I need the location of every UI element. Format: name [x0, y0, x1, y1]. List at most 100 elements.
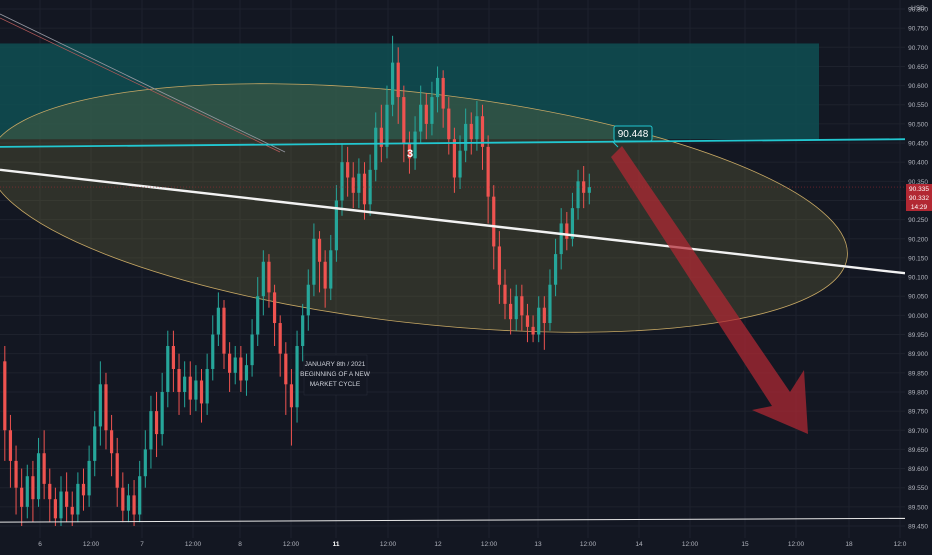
candle[interactable]	[469, 112, 473, 155]
candle[interactable]	[301, 303, 305, 362]
candle[interactable]	[171, 330, 176, 392]
candle[interactable]	[42, 430, 46, 500]
candle[interactable]	[228, 342, 232, 392]
candle[interactable]	[402, 85, 406, 163]
candle[interactable]	[272, 284, 277, 347]
candle[interactable]	[36, 437, 41, 507]
candle[interactable]	[334, 185, 338, 262]
candle[interactable]	[407, 131, 412, 174]
candle[interactable]	[109, 414, 114, 477]
candle[interactable]	[306, 269, 310, 331]
candle[interactable]	[222, 300, 226, 369]
candle[interactable]	[435, 66, 440, 113]
candle[interactable]	[70, 491, 74, 526]
candle[interactable]	[503, 269, 507, 320]
candle[interactable]	[374, 112, 378, 182]
candle[interactable]	[458, 135, 462, 189]
candle[interactable]	[25, 464, 29, 519]
candle[interactable]	[452, 127, 457, 193]
candle[interactable]	[216, 292, 220, 347]
candle[interactable]	[525, 303, 530, 343]
candle[interactable]	[126, 483, 131, 523]
candle[interactable]	[115, 437, 119, 507]
candle[interactable]	[576, 169, 580, 220]
candle[interactable]	[537, 296, 541, 343]
forecast-arrow[interactable]	[611, 146, 808, 434]
candle[interactable]	[295, 330, 299, 423]
candle[interactable]	[396, 47, 400, 124]
candle[interactable]	[188, 361, 192, 415]
candle[interactable]	[14, 445, 18, 515]
candle[interactable]	[205, 353, 209, 415]
candle[interactable]	[570, 192, 575, 247]
candle[interactable]	[447, 97, 451, 155]
candle[interactable]	[244, 353, 249, 396]
candle[interactable]	[199, 368, 204, 423]
candle[interactable]	[284, 342, 288, 415]
down-arrow-icon[interactable]	[611, 146, 808, 434]
candle[interactable]	[149, 395, 153, 469]
candle[interactable]	[278, 315, 282, 377]
candle[interactable]	[419, 85, 423, 144]
candle[interactable]	[424, 93, 428, 140]
candle[interactable]	[93, 411, 97, 477]
note-box[interactable]: JANUARY 8th / 2021 BEGINNING OF A NEW MA…	[300, 354, 371, 396]
candle[interactable]	[379, 104, 383, 163]
candle[interactable]	[267, 254, 271, 308]
candle[interactable]	[346, 146, 350, 197]
candle[interactable]	[59, 476, 63, 526]
candle[interactable]	[261, 250, 265, 316]
candle[interactable]	[194, 365, 198, 412]
candle[interactable]	[233, 346, 237, 385]
candle[interactable]	[160, 372, 164, 446]
long-trendline-2[interactable]	[0, 17, 281, 153]
candle[interactable]	[480, 104, 485, 170]
candle[interactable]	[289, 368, 294, 446]
candle[interactable]	[531, 315, 535, 343]
candle[interactable]	[312, 223, 316, 297]
candle[interactable]	[65, 472, 69, 523]
candle[interactable]	[8, 414, 13, 488]
candle[interactable]	[48, 468, 52, 523]
candle[interactable]	[250, 319, 254, 377]
candle[interactable]	[132, 480, 136, 526]
candle[interactable]	[154, 391, 159, 458]
candle[interactable]	[211, 315, 215, 381]
candle[interactable]	[351, 162, 355, 209]
candle[interactable]	[520, 284, 524, 331]
candle[interactable]	[121, 472, 125, 523]
candle[interactable]	[497, 231, 501, 304]
candle[interactable]	[138, 460, 142, 523]
bottom-trendline[interactable]	[0, 517, 906, 523]
candle[interactable]	[256, 277, 260, 347]
candle[interactable]	[542, 296, 546, 350]
candle[interactable]	[385, 85, 389, 159]
candle[interactable]	[509, 288, 513, 335]
horizontal-level-line[interactable]	[0, 138, 906, 148]
candle[interactable]	[553, 238, 558, 297]
candle[interactable]	[87, 445, 91, 507]
candle[interactable]	[239, 346, 243, 392]
candle[interactable]	[340, 143, 344, 216]
long-trendline-1[interactable]	[0, 13, 286, 153]
candle[interactable]	[76, 472, 80, 523]
candle[interactable]	[514, 284, 518, 331]
candle[interactable]	[362, 162, 367, 220]
candle[interactable]	[177, 353, 181, 415]
candle[interactable]	[582, 166, 586, 209]
candle[interactable]	[464, 108, 468, 163]
candle[interactable]	[3, 346, 7, 461]
price-axis[interactable]: USD 90.800 90.750 90.700 90.650 90.600 90.550…	[905, 0, 932, 550]
candle[interactable]	[317, 231, 322, 293]
level-callout[interactable]: 90.448	[611, 125, 653, 148]
candle[interactable]	[20, 468, 24, 526]
candle[interactable]	[98, 361, 102, 446]
candle[interactable]	[357, 158, 361, 209]
candle[interactable]	[183, 361, 187, 408]
candle[interactable]	[53, 487, 57, 526]
candle[interactable]	[81, 468, 86, 511]
candle[interactable]	[548, 269, 552, 331]
wave-label[interactable]: 3	[407, 148, 413, 160]
